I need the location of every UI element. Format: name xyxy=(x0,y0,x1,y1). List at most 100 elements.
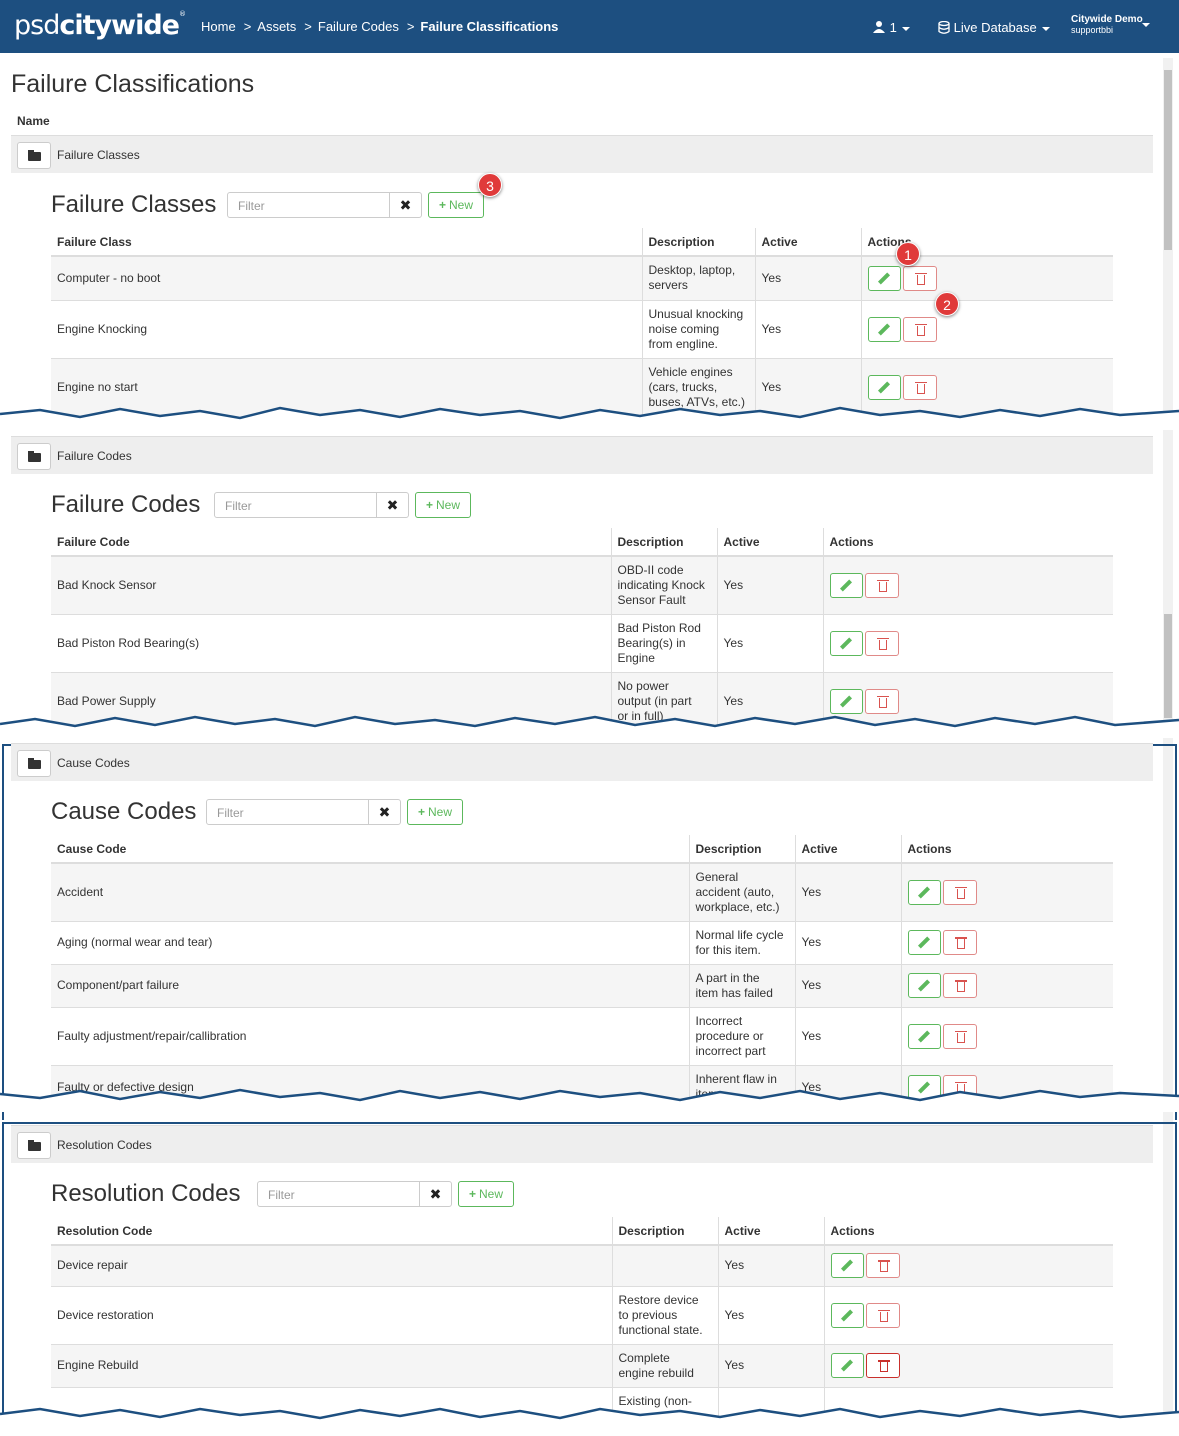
group-row-failure-codes[interactable]: Failure Codes xyxy=(11,436,1153,474)
filter-input[interactable]: Filter xyxy=(214,492,377,518)
table-row: Aging (normal wear and tear) Normal life… xyxy=(51,920,1113,964)
logo-light: psd xyxy=(14,10,60,41)
trash-icon[interactable] xyxy=(902,316,937,342)
cell-active: Yes xyxy=(755,357,861,416)
new-button[interactable]: + New xyxy=(407,799,464,825)
edit-icon[interactable] xyxy=(907,1023,941,1049)
breadcrumb-separator: > xyxy=(406,19,415,34)
clear-filter-button[interactable]: ✖ xyxy=(368,799,401,825)
folder-open-icon[interactable] xyxy=(17,142,51,169)
trash-icon[interactable] xyxy=(865,1353,900,1378)
trash-icon[interactable] xyxy=(942,1023,977,1049)
trash-icon[interactable] xyxy=(864,630,899,656)
table-row: Existing (non- xyxy=(51,1386,1113,1427)
chevron-down-icon xyxy=(901,26,910,31)
group-row-cause-codes[interactable]: Cause Codes xyxy=(11,743,1153,781)
cell-description: General accident (auto, workplace, etc.) xyxy=(688,862,796,921)
column-header[interactable]: Active xyxy=(795,835,901,864)
folder-open-icon[interactable] xyxy=(17,750,51,777)
database-icon xyxy=(938,20,950,34)
cell-description: OBD-II code indicating Knock Sensor Fault xyxy=(610,555,718,614)
brand-logo[interactable]: psdcitywide® xyxy=(14,10,186,41)
trash-icon[interactable] xyxy=(942,973,977,998)
breadcrumb-failure-codes[interactable]: Failure Codes xyxy=(317,19,399,34)
filter-input[interactable]: Filter xyxy=(257,1181,420,1207)
edit-icon[interactable] xyxy=(830,1253,864,1279)
new-button[interactable]: + New xyxy=(428,192,485,218)
group-row-resolution-codes[interactable]: Resolution Codes xyxy=(11,1125,1153,1163)
cell-description xyxy=(611,1244,719,1286)
edit-icon[interactable] xyxy=(829,572,863,598)
column-header[interactable]: Active xyxy=(718,1217,824,1246)
users-count: 1 xyxy=(889,20,897,35)
account-menu[interactable]: Citywide Demo supportbbi xyxy=(1071,15,1143,36)
trash-icon[interactable] xyxy=(864,688,899,714)
edit-icon[interactable] xyxy=(829,688,863,714)
table-row: Engine Rebuild Complete engine rebuild Ye… xyxy=(51,1343,1113,1387)
filter-input[interactable]: Filter xyxy=(206,799,369,825)
new-button[interactable]: + New xyxy=(415,492,472,518)
edit-icon[interactable] xyxy=(867,316,901,342)
trash-icon[interactable] xyxy=(864,572,899,598)
trash-icon[interactable] xyxy=(942,879,977,905)
trash-icon[interactable] xyxy=(942,930,977,955)
column-header[interactable]: Description xyxy=(610,528,718,557)
group-row-failure-classes[interactable]: Failure Classes xyxy=(11,135,1153,173)
new-button[interactable]: + New xyxy=(458,1181,515,1207)
scroll-thumb[interactable] xyxy=(1164,70,1172,250)
torn-edge xyxy=(0,1088,1179,1112)
column-header[interactable]: Description xyxy=(641,228,756,257)
column-header[interactable]: Active xyxy=(717,528,823,557)
edit-icon[interactable] xyxy=(867,374,901,400)
page-scrollbar[interactable] xyxy=(1163,58,1173,1436)
folder-open-icon[interactable] xyxy=(17,1132,51,1159)
column-header[interactable]: Description xyxy=(611,1217,719,1246)
folder-open-icon[interactable] xyxy=(17,443,51,470)
edit-icon[interactable] xyxy=(907,973,941,998)
edit-icon[interactable] xyxy=(829,630,863,656)
chevron-down-icon[interactable] xyxy=(1142,23,1150,27)
column-header[interactable]: Failure Class xyxy=(51,228,642,257)
trash-icon[interactable] xyxy=(902,265,937,291)
logo-bold: citywide xyxy=(59,10,180,41)
cell-name: Computer - no boot xyxy=(51,255,642,300)
column-header[interactable]: Description xyxy=(688,835,796,864)
cell-active: Yes xyxy=(795,1006,901,1065)
cell-actions xyxy=(823,1285,1113,1344)
table-row: Device restoration Restore device to prev… xyxy=(51,1285,1113,1344)
scroll-thumb[interactable] xyxy=(1164,614,1172,718)
column-header[interactable]: Resolution Code xyxy=(51,1217,612,1246)
column-header: Actions xyxy=(823,1217,1113,1246)
column-header[interactable]: Active xyxy=(755,228,861,257)
trash-icon[interactable] xyxy=(865,1253,900,1279)
account-user: supportbbi xyxy=(1071,25,1114,35)
database-menu[interactable]: Live Database xyxy=(938,20,1050,35)
breadcrumb-home[interactable]: Home xyxy=(201,19,236,34)
callout-badge: 2 xyxy=(935,292,959,316)
edit-icon[interactable] xyxy=(907,879,941,905)
section-title: Resolution Codes xyxy=(51,1180,241,1207)
new-label: New xyxy=(436,498,461,512)
clear-filter-button[interactable]: ✖ xyxy=(389,192,422,218)
column-header[interactable]: Failure Code xyxy=(51,528,611,557)
breadcrumb-assets[interactable]: Assets xyxy=(257,19,297,34)
edit-icon[interactable] xyxy=(907,930,941,955)
edit-icon[interactable] xyxy=(830,1353,864,1378)
trash-icon[interactable] xyxy=(865,1302,900,1328)
column-header[interactable]: Cause Code xyxy=(51,835,689,864)
cell-description: Restore device to previous functional stat… xyxy=(611,1285,719,1344)
edit-icon[interactable] xyxy=(830,1302,864,1328)
cell-active: Yes xyxy=(717,613,823,672)
section-title: Cause Codes xyxy=(51,798,197,825)
trash-icon[interactable] xyxy=(902,374,937,400)
clear-filter-button[interactable]: ✖ xyxy=(376,492,409,518)
cell-actions xyxy=(900,963,1113,1007)
users-menu[interactable]: 1 xyxy=(872,20,910,35)
section-title: Failure Classes xyxy=(51,191,217,218)
callout-badge: 1 xyxy=(896,242,920,266)
edit-icon[interactable] xyxy=(867,265,901,291)
cell-active: Yes xyxy=(755,255,861,300)
clear-filter-button[interactable]: ✖ xyxy=(419,1181,452,1207)
cell-active: Yes xyxy=(717,555,823,614)
filter-input[interactable]: Filter xyxy=(227,192,390,218)
